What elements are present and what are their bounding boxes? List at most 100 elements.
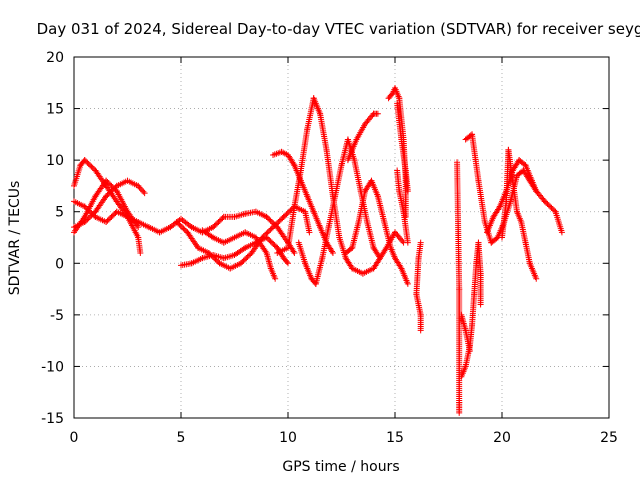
data-point: [212, 256, 219, 263]
data-point: [105, 216, 112, 223]
data-point: [112, 184, 119, 191]
data-point: [87, 208, 94, 215]
data-point: [111, 185, 118, 192]
data-point: [107, 189, 114, 196]
data-point: [173, 219, 180, 226]
x-axis-label: GPS time / hours: [282, 459, 399, 475]
data-point: [175, 220, 182, 227]
data-point: [136, 184, 143, 191]
data-point: [111, 211, 118, 218]
data-point: [267, 217, 274, 224]
data-point: [264, 229, 271, 236]
data-point: [404, 188, 411, 195]
data-point: [139, 187, 146, 194]
data-point: [103, 219, 110, 226]
data-point: [105, 190, 112, 197]
data-point: [244, 253, 251, 260]
data-point: [179, 224, 186, 231]
data-point: [280, 213, 287, 220]
data-point: [176, 221, 183, 228]
data-point: [267, 226, 274, 233]
data-point: [177, 222, 184, 229]
data-point: [105, 180, 112, 187]
series-arc-r: [458, 239, 484, 380]
data-point: [282, 212, 289, 219]
data-point: [266, 216, 273, 223]
data-point: [267, 238, 274, 245]
data-point: [290, 160, 297, 167]
data-point: [264, 235, 271, 242]
data-point: [283, 211, 290, 218]
data-point: [137, 249, 144, 256]
data-point: [275, 219, 282, 226]
series-arc-i: [270, 148, 336, 256]
data-point: [264, 215, 271, 222]
plot-frame: [73, 56, 610, 419]
data-point: [83, 204, 90, 211]
data-point: [216, 217, 223, 224]
y-axis: -15 -10 -5 0 5 10 15 20: [41, 50, 609, 427]
data-point: [104, 191, 111, 198]
data-point: [89, 211, 96, 218]
data-point: [263, 234, 270, 241]
data-point: [109, 212, 116, 219]
data-point: [85, 215, 92, 222]
series-arc-g: [199, 227, 279, 282]
data-point: [495, 205, 502, 212]
x-tick-label: 0: [70, 430, 79, 446]
data-point: [271, 222, 278, 229]
data-point: [240, 257, 247, 264]
data-point: [88, 163, 95, 170]
data-point: [404, 239, 411, 246]
data-point: [417, 327, 424, 334]
y-tick-label: 10: [46, 153, 64, 169]
y-tick-label: 5: [55, 205, 64, 221]
data-point: [268, 239, 275, 246]
y-tick-label: -10: [41, 359, 64, 375]
data-point: [81, 219, 88, 226]
data-point: [397, 263, 404, 270]
x-tick-label: 20: [493, 430, 511, 446]
data-point: [382, 246, 389, 253]
data-point: [84, 216, 91, 223]
data-point: [87, 162, 94, 169]
series-arc-o: [394, 167, 411, 246]
data-point: [215, 258, 222, 265]
data-point: [533, 188, 540, 195]
data-point: [540, 196, 547, 203]
y-tick-label: 20: [46, 50, 64, 66]
x-axis: 0 5 10 15 20 25: [70, 57, 618, 446]
data-point: [107, 215, 114, 222]
data-point: [81, 203, 88, 210]
data-point: [388, 91, 395, 98]
data-point: [477, 301, 484, 308]
data-point: [551, 207, 558, 214]
data-point: [84, 159, 91, 166]
data-point: [89, 164, 96, 171]
data-point: [547, 203, 554, 210]
data-point: [268, 225, 275, 232]
data-point: [466, 347, 473, 354]
data-point: [104, 179, 111, 186]
series-arc-l: [344, 110, 381, 164]
data-point: [558, 229, 565, 236]
data-point: [104, 217, 111, 224]
data-point: [83, 217, 90, 224]
data-point: [266, 237, 273, 244]
data-point: [270, 240, 277, 247]
data-point: [306, 229, 313, 236]
data-point: [263, 213, 270, 220]
data-point: [270, 224, 277, 231]
data-point: [272, 221, 279, 228]
data-point: [545, 202, 552, 209]
data-point: [108, 182, 115, 189]
data-point: [274, 220, 281, 227]
data-point: [284, 210, 291, 217]
data-point: [541, 198, 548, 205]
data-point: [219, 215, 226, 222]
data-point: [283, 258, 290, 265]
y-axis-label: SDTVAR / TECUs: [7, 181, 23, 296]
data-point: [271, 242, 278, 249]
